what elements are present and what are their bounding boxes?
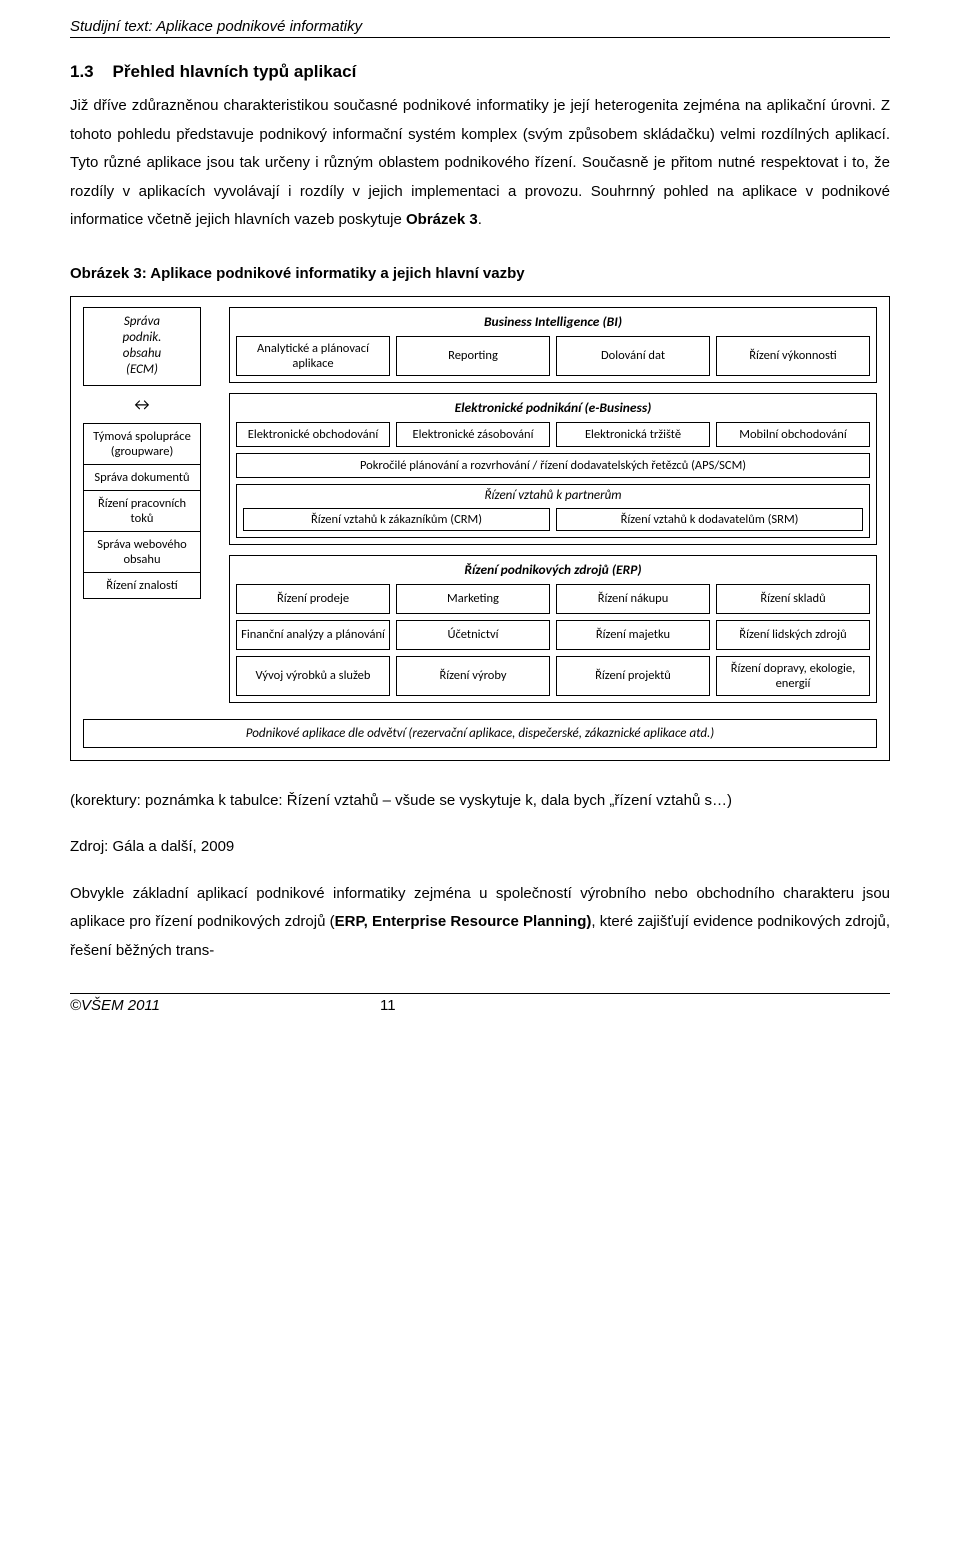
erp-item: Řízení lidských zdrojů [716,620,870,650]
footer-page-number: 11 [380,997,396,1014]
bi-group: Business Intelligence (BI) Analytické a … [229,307,877,383]
erp-item: Řízení prodeje [236,584,390,614]
erp-item: Účetnictví [396,620,550,650]
ebus-item: Elektronická tržiště [556,422,710,447]
figure-caption: Obrázek 3: Aplikace podnikové informatik… [70,265,890,282]
erp-item: Marketing [396,584,550,614]
erp-item: Vývoj výrobků a služeb [236,656,390,696]
ebus-item: Elektronické obchodování [236,422,390,447]
diagram-frame: Správa podnik. obsahu (ECM) ↔ Týmová spo… [70,296,890,761]
partners-item: Řízení vztahů k zákazníkům (CRM) [243,508,550,531]
partners-group: Řízení vztahů k partnerům Řízení vztahů … [236,484,870,538]
bi-item: Analytické a plánovací aplikace [236,336,390,376]
erp-item: Finanční analýzy a plánování [236,620,390,650]
ebusiness-group: Elektronické podnikání (e-Business) Elek… [229,393,877,545]
paragraph-1: Již dříve zdůrazněnou charakteristikou s… [70,92,890,235]
ecm-item: Týmová spolupráce (groupware) [84,424,200,465]
bi-item: Reporting [396,336,550,376]
page-footer: ©VŠEM 2011 11 [70,993,890,1014]
erp-item: Řízení nákupu [556,584,710,614]
section-heading: 1.3 Přehled hlavních typů aplikací [70,62,890,82]
ebusiness-title: Elektronické podnikání (e-Business) [230,394,876,419]
paragraph-korektury: (korektury: poznámka k tabulce: Řízení v… [70,787,890,816]
erp-item: Řízení skladů [716,584,870,614]
partners-title: Řízení vztahů k partnerům [237,485,869,506]
right-column: Business Intelligence (BI) Analytické a … [229,307,877,703]
erp-item: Řízení projektů [556,656,710,696]
ecm-item: Řízení pracovních toků [84,491,200,532]
section-title: Přehled hlavních typů aplikací [113,62,357,81]
ebus-item: Mobilní obchodování [716,422,870,447]
ecm-item: Správa dokumentů [84,465,200,491]
bi-title: Business Intelligence (BI) [230,308,876,333]
erp-item: Řízení majetku [556,620,710,650]
ecm-column: Správa podnik. obsahu (ECM) ↔ Týmová spo… [83,307,201,599]
source-line: Zdroj: Gála a další, 2009 [70,833,890,862]
section-number: 1.3 [70,62,94,81]
erp-item: Řízení výroby [396,656,550,696]
ecm-box: Správa podnik. obsahu (ECM) [83,307,201,386]
bi-item: Dolování dat [556,336,710,376]
scm-box: Pokročilé plánování a rozvrhování / říze… [236,453,870,478]
erp-group: Řízení podnikových zdrojů (ERP) Řízení p… [229,555,877,703]
running-header: Studijní text: Aplikace podnikové inform… [70,18,890,38]
double-arrow-icon: ↔ [83,394,201,415]
ecm-item: Řízení znalostí [84,573,200,598]
erp-item: Řízení dopravy, ekologie, energií [716,656,870,696]
industry-apps-box: Podnikové aplikace dle odvětví (rezervač… [83,719,877,748]
bi-item: Řízení výkonnosti [716,336,870,376]
partners-item: Řízení vztahů k dodavatelům (SRM) [556,508,863,531]
ebus-item: Elektronické zásobování [396,422,550,447]
paragraph-3: Obvykle základní aplikací podnikové info… [70,880,890,966]
footer-copyright: ©VŠEM 2011 [70,997,160,1014]
ecm-substack: Týmová spolupráce (groupware) Správa dok… [83,423,201,599]
erp-title: Řízení podnikových zdrojů (ERP) [230,556,876,581]
ecm-item: Správa webového obsahu [84,532,200,573]
